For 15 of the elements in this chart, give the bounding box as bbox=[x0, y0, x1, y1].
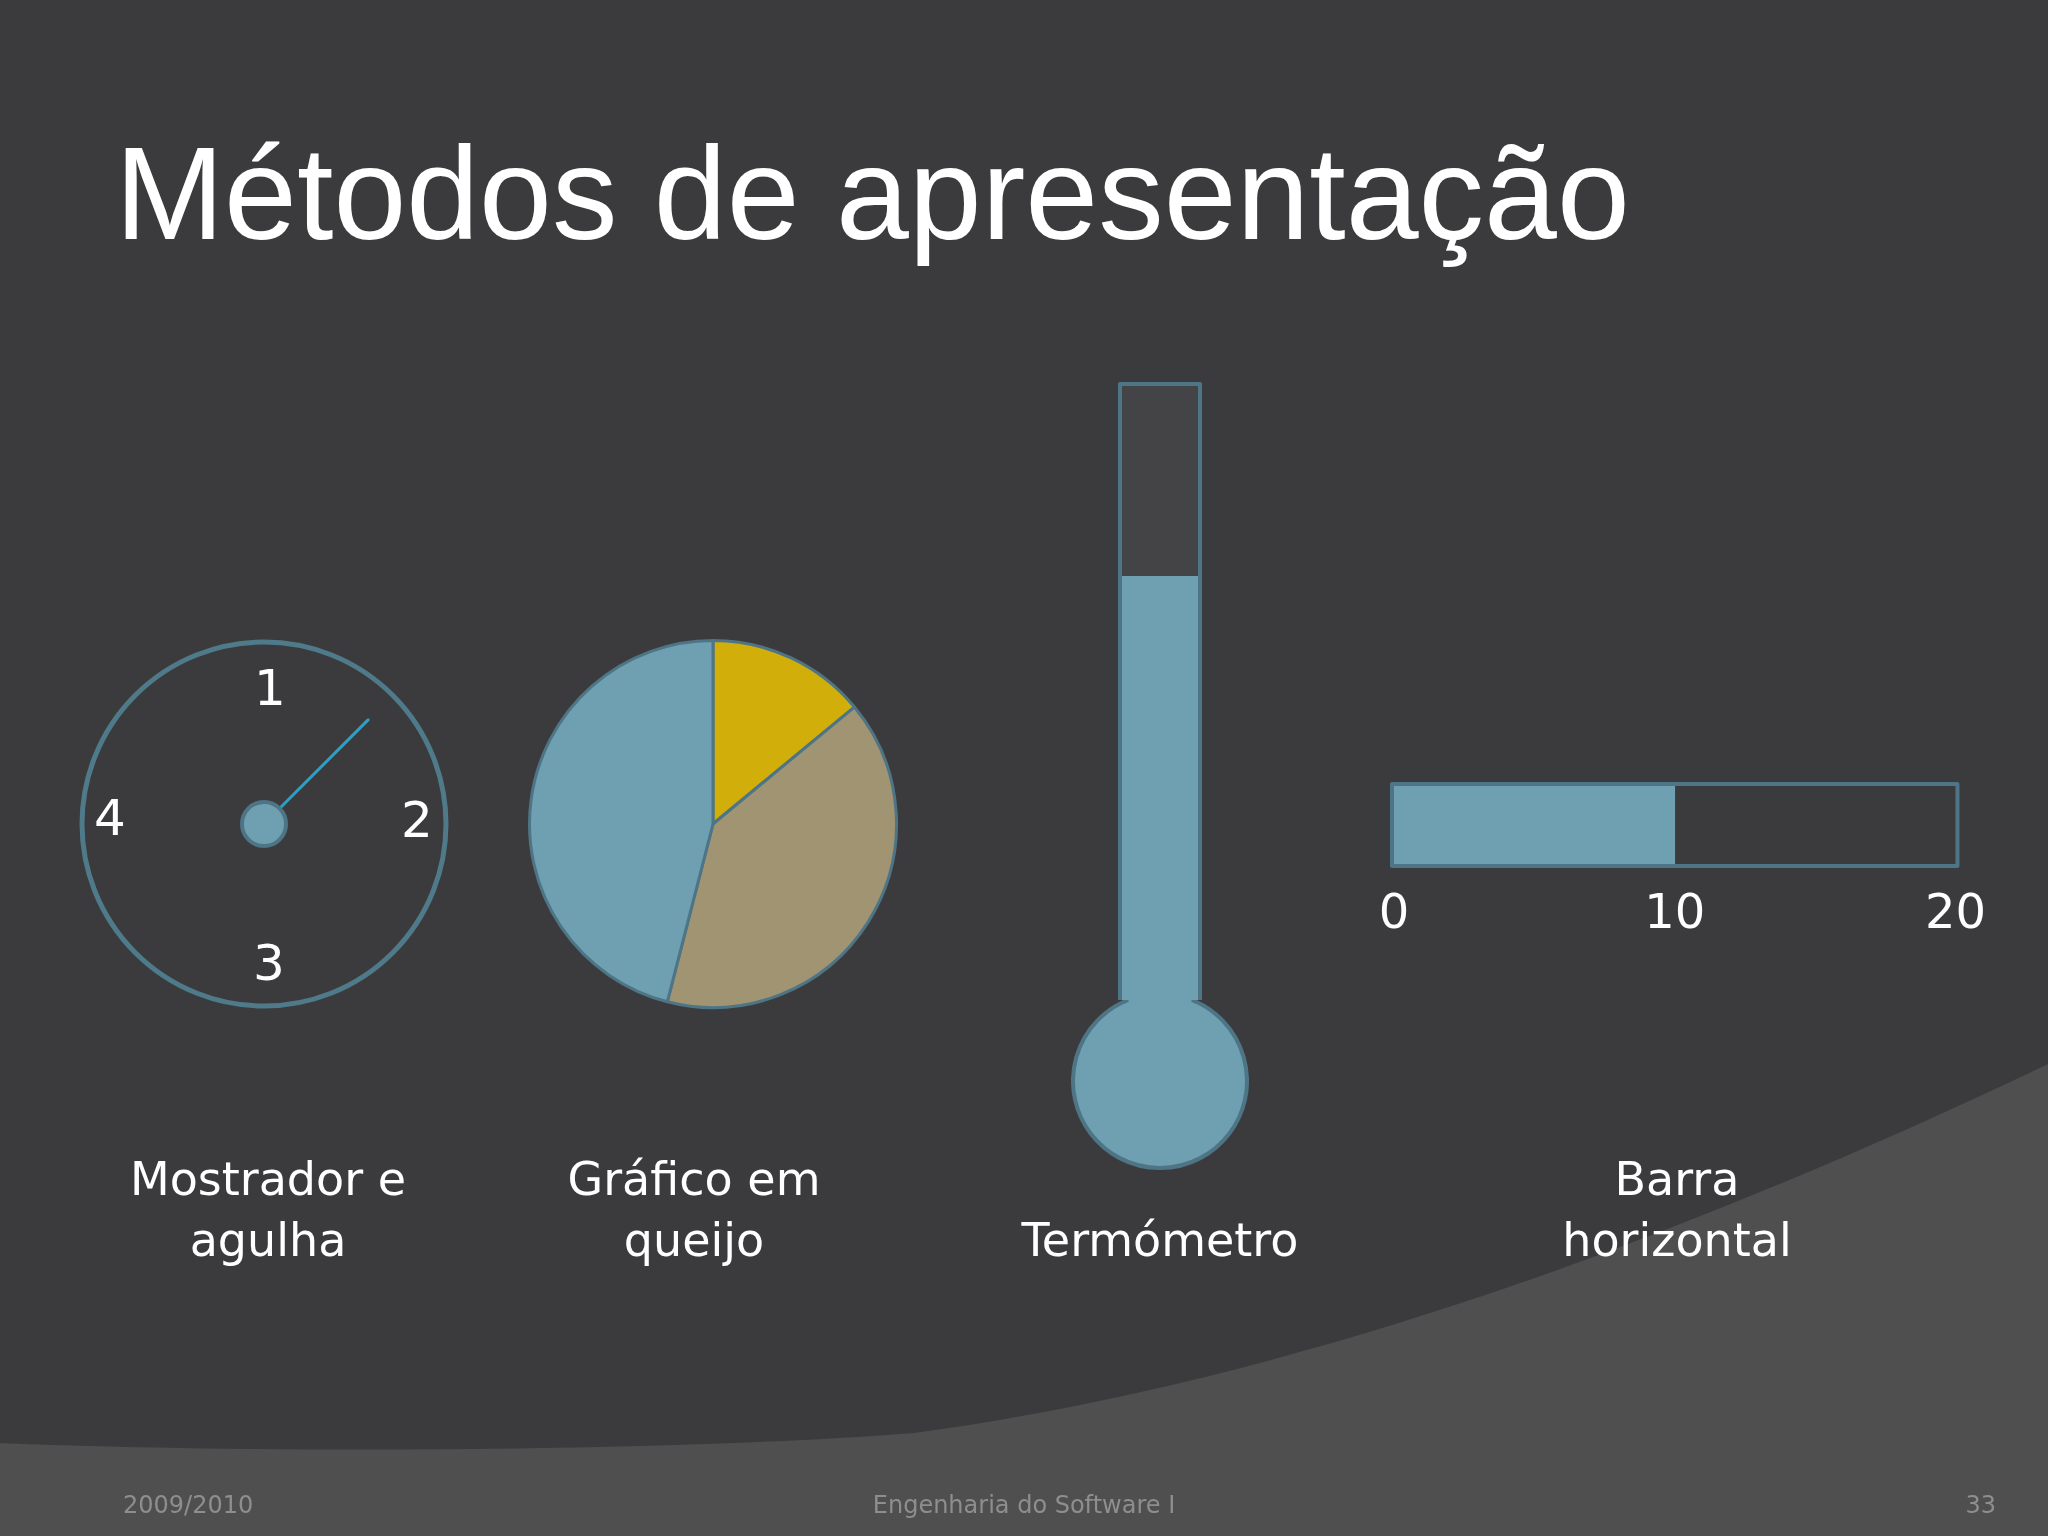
text: 3 bbox=[253, 933, 285, 993]
x-tick-label: 0 bbox=[1378, 883, 1410, 940]
text: 1 bbox=[254, 658, 286, 718]
x-tick-label: 10 bbox=[1644, 883, 1706, 940]
text: Termómetro bbox=[1021, 1212, 1299, 1269]
text: Engenharia do Software I bbox=[872, 1490, 1176, 1520]
x-tick-label: 20 bbox=[1924, 883, 1986, 940]
text: 33 bbox=[1965, 1490, 1996, 1520]
text: Mostrador e agulha bbox=[128, 1151, 408, 1269]
text: Métodos de apresentação bbox=[115, 120, 1630, 267]
text: 2 bbox=[401, 790, 433, 850]
text: Gráfico em queijo bbox=[566, 1151, 822, 1269]
text: Barra horizontal bbox=[1561, 1151, 1793, 1269]
text: 4 bbox=[94, 788, 126, 848]
text: 2009/2010 bbox=[123, 1490, 254, 1520]
